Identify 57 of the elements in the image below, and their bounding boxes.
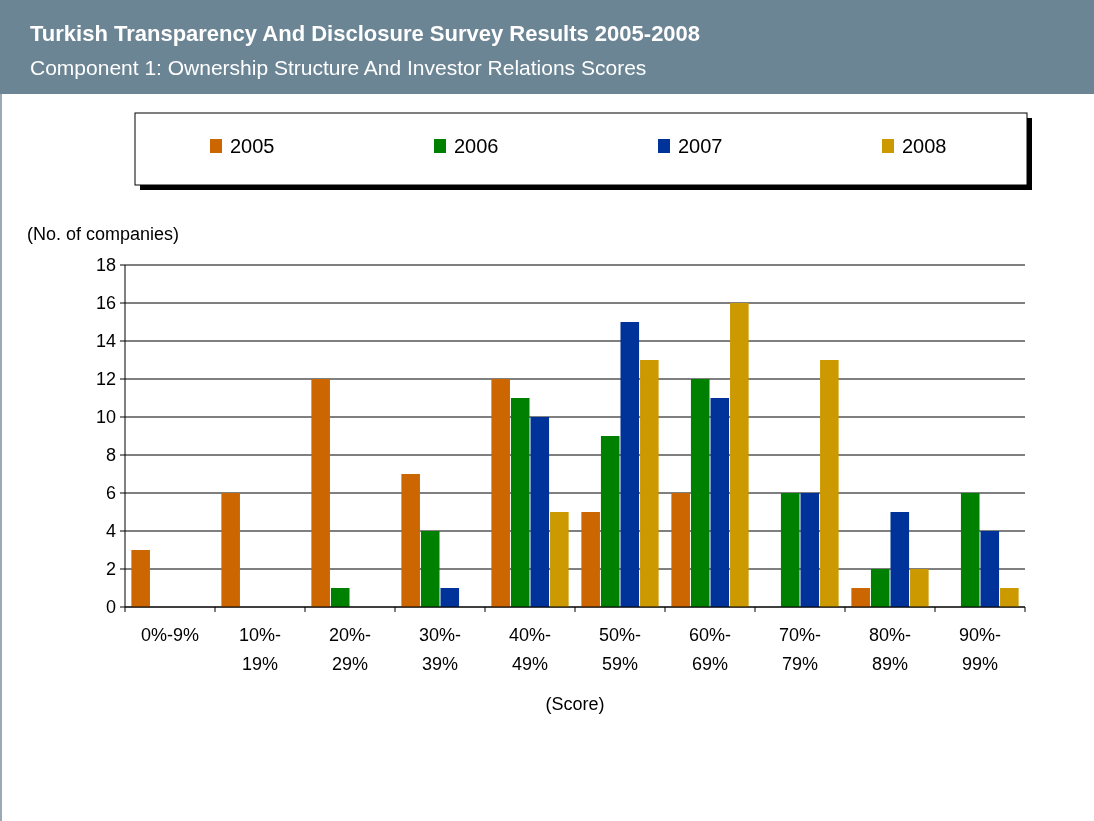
x-tick-label: 40%-49%	[508, 625, 552, 674]
y-tick-label: 4	[105, 521, 116, 542]
chart-title: Turkish Transparency And Disclosure Survey Results 2005-2008	[30, 21, 701, 46]
bar	[710, 398, 730, 607]
x-axis-title: (Score)	[545, 694, 605, 714]
bar	[870, 569, 890, 607]
bar	[960, 493, 980, 607]
chart-subtitle: Component 1: Ownership Structure And Investor Relations Scores	[30, 56, 647, 79]
y-tick-label: 6	[105, 483, 116, 504]
bar	[420, 531, 440, 607]
y-tick-label: 16	[95, 293, 116, 314]
x-tick-label: 30%-39%	[418, 625, 462, 674]
bar	[600, 436, 620, 607]
bar	[491, 379, 510, 607]
y-tick-label: 2	[105, 559, 116, 580]
bar	[690, 379, 710, 607]
x-tick-label: 70%-79%	[778, 625, 822, 674]
y-axis-title: (No. of companies)	[27, 224, 180, 244]
bar	[1000, 588, 1019, 607]
legend-label: 2006	[454, 135, 499, 157]
y-tick-label: 18	[95, 255, 116, 276]
y-tick-label: 10	[95, 407, 116, 428]
legend-label: 2007	[678, 135, 723, 157]
bar	[131, 550, 150, 607]
x-tick-label: 50%-59%	[598, 625, 642, 674]
legend-label: 2008	[902, 135, 947, 157]
bar	[820, 360, 839, 607]
x-tick-label: 60%-69%	[688, 625, 732, 674]
bar	[221, 493, 240, 607]
bar	[640, 360, 659, 607]
x-tick-label: 90%-99%	[958, 625, 1002, 674]
bar	[581, 512, 600, 607]
x-tick-label: 0%-9%	[140, 625, 200, 645]
bar	[550, 512, 569, 607]
bar	[401, 474, 420, 607]
y-tick-label: 12	[95, 369, 116, 390]
x-tick-label: 80%-89%	[868, 625, 912, 674]
bar	[730, 303, 749, 607]
y-tick-label: 8	[105, 445, 116, 466]
bar	[980, 531, 1000, 607]
bar	[671, 493, 690, 607]
y-tick-label: 14	[95, 331, 116, 352]
bar	[510, 398, 530, 607]
bar	[890, 512, 910, 607]
bar	[800, 493, 820, 607]
bar	[620, 322, 640, 607]
bar	[440, 588, 460, 607]
bar	[780, 493, 800, 607]
y-tick-label: 0	[105, 597, 116, 618]
x-tick-label: 10%-19%	[238, 625, 282, 674]
bar	[330, 588, 350, 607]
legend-label: 2005	[230, 135, 275, 157]
bar	[851, 588, 870, 607]
bar	[910, 569, 929, 607]
x-tick-label: 20%-29%	[328, 625, 372, 674]
bar	[311, 379, 330, 607]
bar	[530, 417, 550, 607]
